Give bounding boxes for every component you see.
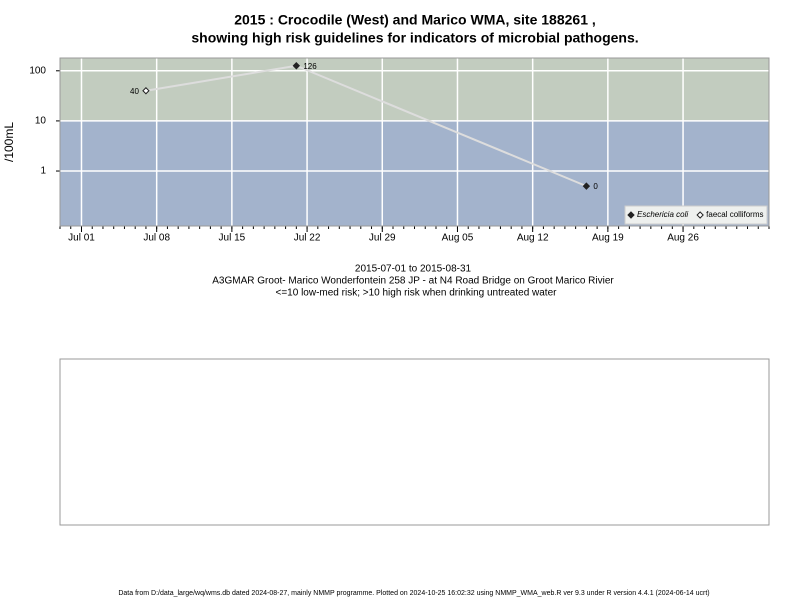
caption: <=10 low-med risk; >10 high risk when dr…	[276, 288, 558, 299]
y-axis-label: /100mL	[2, 122, 16, 162]
x-tick-label: Aug 05	[442, 233, 474, 244]
x-tick-label: Jul 08	[143, 233, 170, 244]
data-label: 40	[130, 87, 139, 96]
legend-label: Eschericia coli	[637, 210, 688, 219]
legend-marker	[696, 211, 704, 219]
x-tick-label: Jul 15	[219, 233, 246, 244]
caption: A3GMAR Groot- Marico Wonderfontein 258 J…	[212, 276, 614, 287]
high-risk-band	[60, 58, 769, 121]
x-tick-label: Jul 01	[68, 233, 95, 244]
x-tick-label: Aug 26	[667, 233, 699, 244]
y-tick-label: 10	[35, 116, 47, 127]
legend-box	[624, 205, 768, 225]
data-label: 0	[593, 182, 598, 191]
caption: 2015-07-01 to 2015-08-31	[355, 264, 472, 275]
legend-label: faecal colliforms	[706, 210, 763, 219]
x-tick-label: Jul 22	[294, 233, 321, 244]
y-tick-label: 1	[40, 166, 46, 177]
footer: Data from D:/data_large/wq/wms.db dated …	[118, 590, 709, 597]
point	[142, 87, 150, 95]
data-label: 126	[303, 62, 317, 71]
x-tick-label: Aug 12	[517, 233, 549, 244]
plot-frame	[59, 57, 770, 227]
chart-title: 2015 : Crocodile (West) and Marico WMA, …	[234, 12, 596, 28]
chart-subtitle: showing high risk guidelines for indicat…	[191, 30, 638, 46]
point	[582, 182, 591, 190]
point	[292, 62, 301, 70]
legend-marker	[627, 211, 635, 219]
y-tick-label: 100	[29, 65, 46, 76]
x-tick-label: Aug 19	[592, 233, 624, 244]
empty-panel	[59, 358, 770, 526]
x-tick-label: Jul 29	[369, 233, 396, 244]
